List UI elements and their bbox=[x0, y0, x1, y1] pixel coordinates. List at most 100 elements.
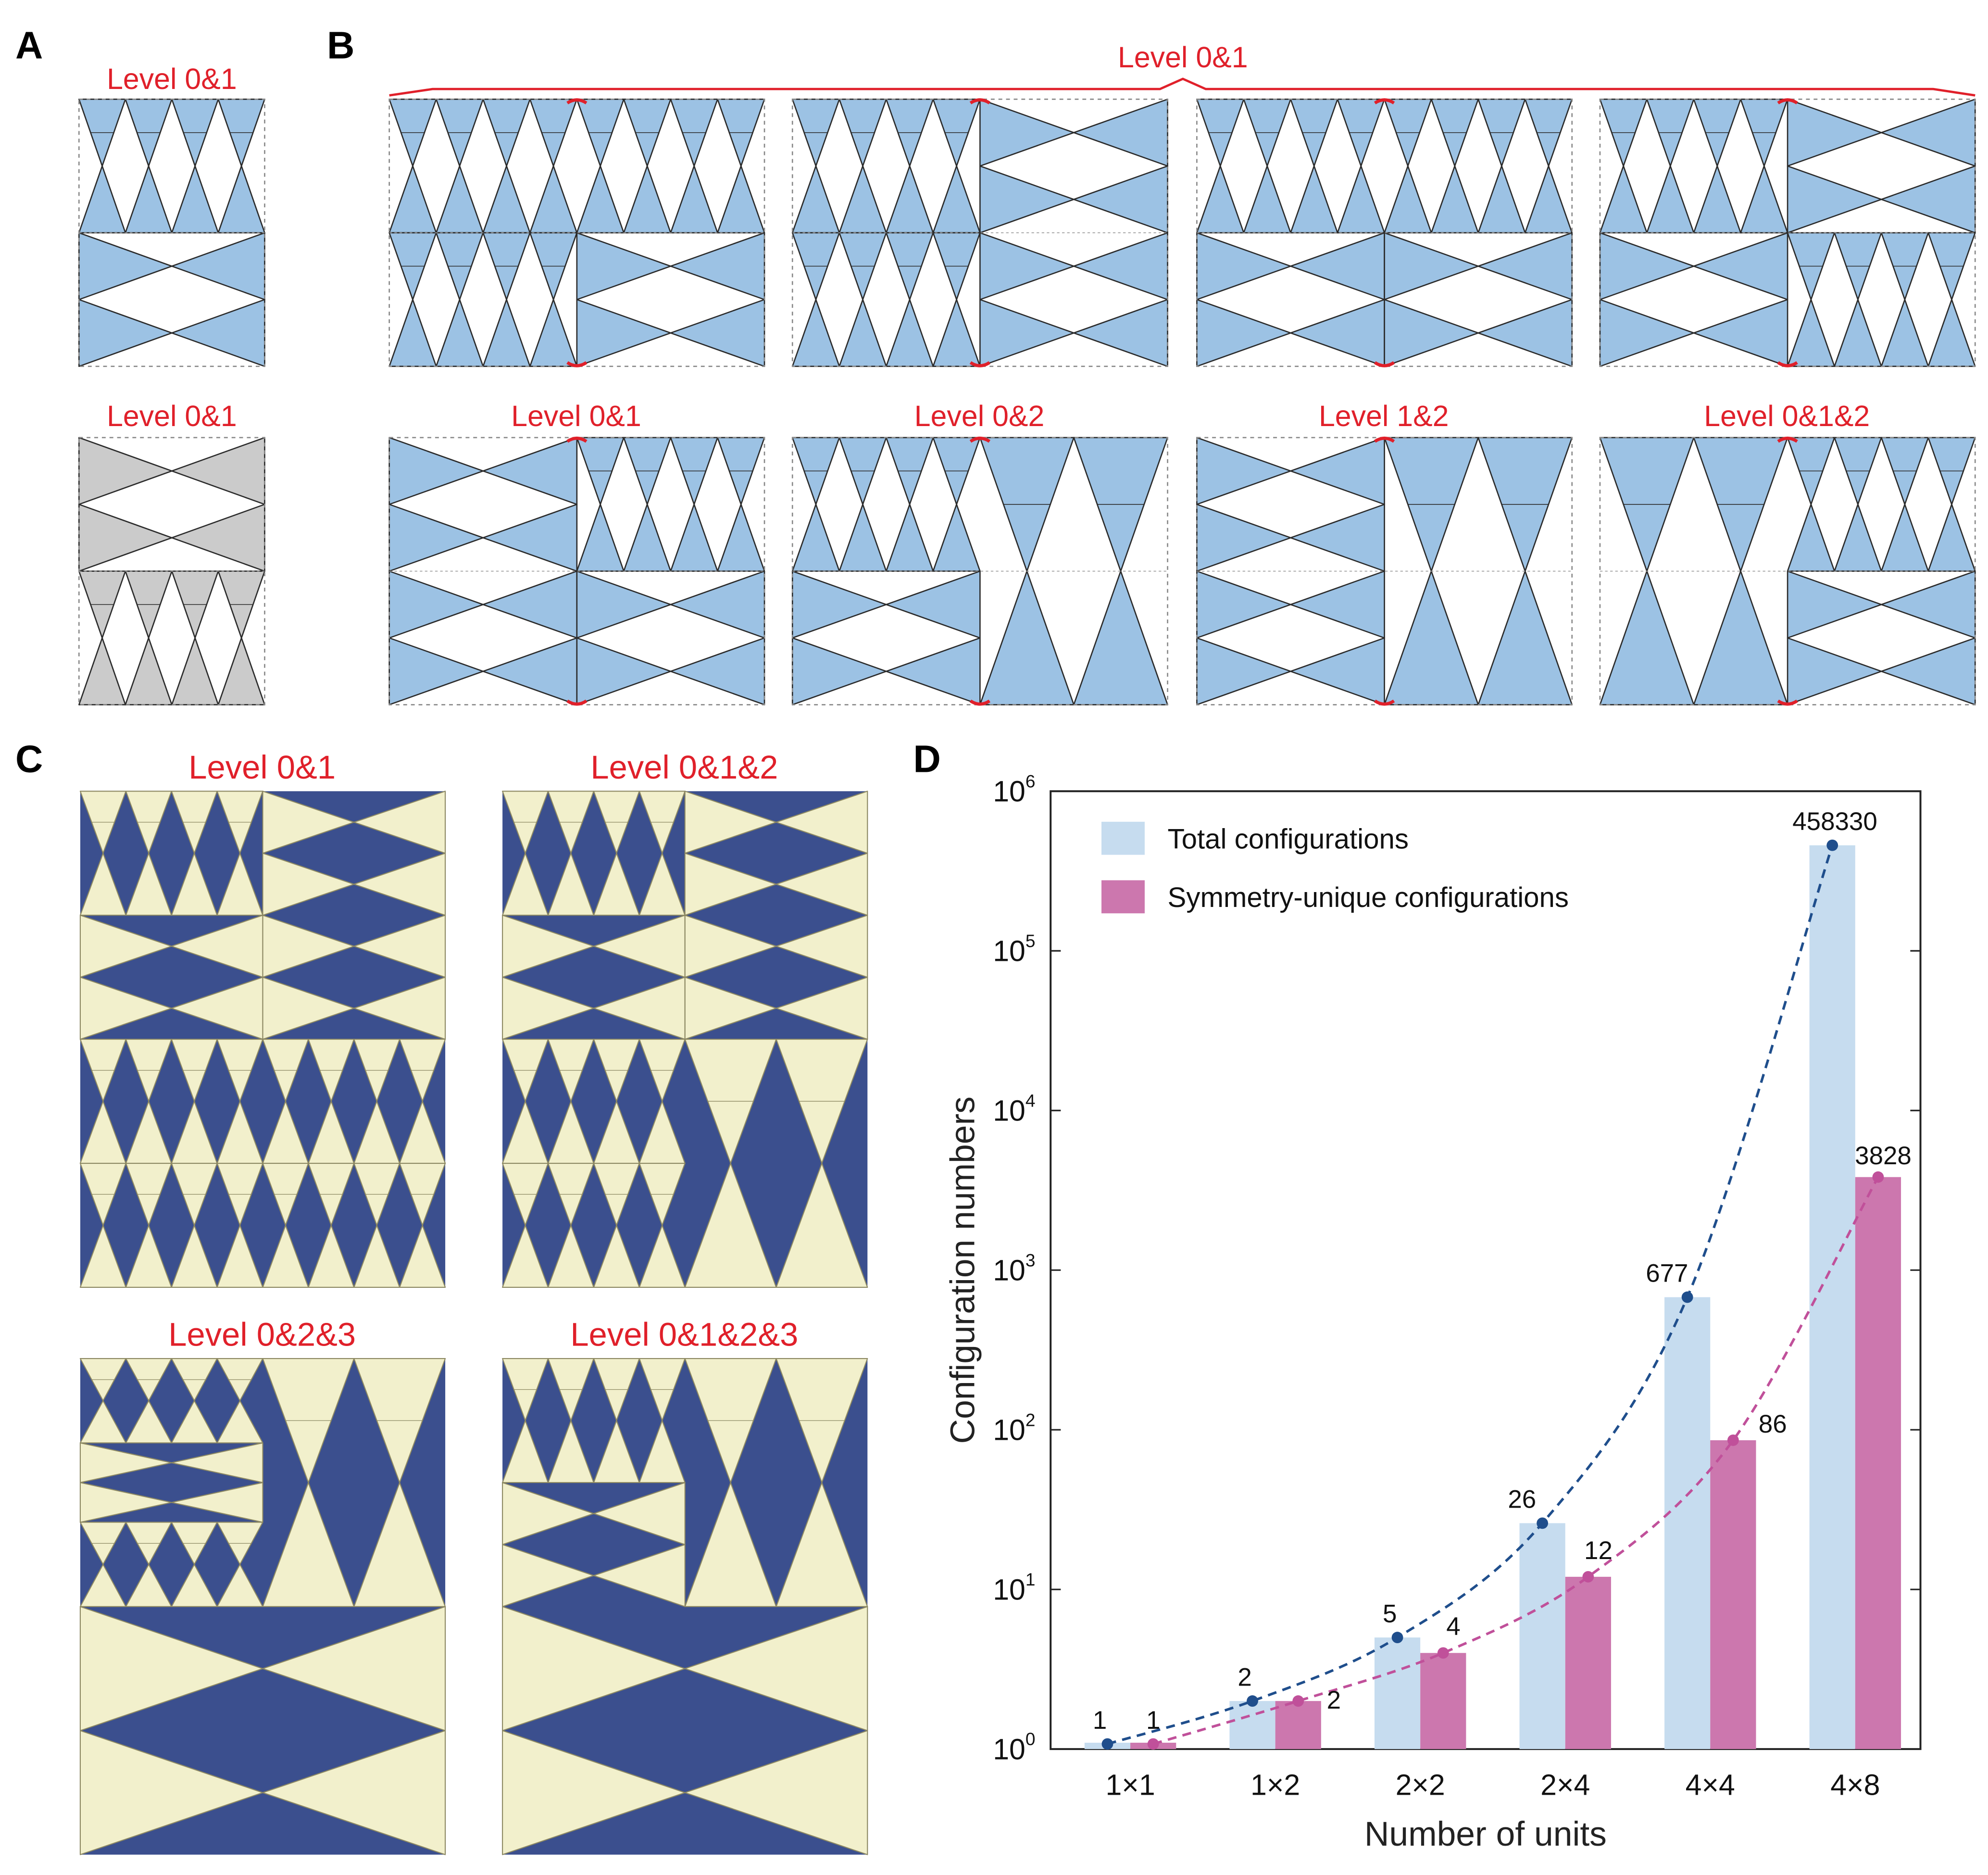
triangle-facet bbox=[1787, 570, 1882, 639]
y-tick-exponent: 0 bbox=[1025, 1729, 1036, 1749]
triangle-facet bbox=[171, 232, 265, 301]
panel-c-title-2: Level 0&1&2 bbox=[590, 749, 778, 786]
triangle-facet bbox=[1255, 132, 1279, 166]
triangle-facet bbox=[91, 1543, 115, 1565]
triangle-facet bbox=[1834, 503, 1882, 572]
panel-b-title-4: Level 0&1&2 bbox=[1704, 400, 1870, 432]
triangle-facet bbox=[885, 637, 981, 705]
triangle-facet bbox=[353, 915, 446, 978]
triangle-facet bbox=[182, 1194, 206, 1226]
triangle-facet bbox=[1073, 299, 1168, 367]
triangle-facet bbox=[1384, 570, 1479, 705]
triangle-facet bbox=[79, 1442, 172, 1484]
triangle-facet bbox=[1623, 504, 1671, 572]
panel-label-c: C bbox=[15, 738, 43, 780]
triangle-facet bbox=[171, 1400, 218, 1444]
triangle-facet bbox=[125, 1224, 172, 1288]
red-hinge-mark bbox=[969, 436, 991, 443]
triangle-facet bbox=[435, 299, 484, 367]
red-hinge-mark bbox=[566, 699, 588, 706]
triangle-facet bbox=[319, 1194, 343, 1226]
triangle-facet bbox=[388, 637, 484, 705]
triangle-facet bbox=[78, 165, 126, 234]
bar-total-4 bbox=[1664, 1297, 1711, 1749]
triangle-facet bbox=[670, 503, 718, 572]
triangle-facet bbox=[623, 165, 672, 234]
triangle-facet bbox=[228, 822, 252, 854]
triangle-facet bbox=[559, 1389, 583, 1421]
triangle-facet bbox=[979, 165, 1075, 234]
triangle-facet bbox=[1536, 132, 1561, 166]
triangle-facet bbox=[547, 1224, 594, 1288]
red-hinge-mark bbox=[566, 98, 588, 105]
triangle-facet bbox=[365, 1070, 389, 1102]
legend-label: Total configurations bbox=[1168, 823, 1409, 855]
triangle-facet bbox=[547, 853, 594, 916]
triangle-facet bbox=[1073, 165, 1168, 234]
triangle-facet bbox=[1880, 99, 1976, 167]
triangle-facet bbox=[216, 1564, 263, 1607]
panel-b-bottom-1 bbox=[388, 436, 765, 706]
triangle-facet bbox=[502, 1544, 594, 1607]
triangle-facet bbox=[1880, 503, 1929, 572]
triangle-facet bbox=[125, 1564, 172, 1607]
triangle-facet bbox=[183, 604, 207, 639]
x-tick-label: 2×4 bbox=[1540, 1768, 1590, 1801]
data-label-unique: 3828 bbox=[1855, 1142, 1912, 1170]
triangle-facet bbox=[775, 853, 868, 916]
triangle-facet bbox=[932, 503, 981, 572]
triangle-facet bbox=[1302, 132, 1326, 166]
triangle-facet bbox=[1243, 165, 1291, 234]
y-tick-label: 103 bbox=[993, 1250, 1035, 1286]
triangle-facet bbox=[1073, 99, 1168, 167]
triangle-facet bbox=[353, 1224, 400, 1288]
bar-unique-1 bbox=[1275, 1701, 1321, 1749]
triangle-facet bbox=[1003, 504, 1051, 572]
triangle-facet bbox=[91, 1379, 115, 1401]
triangle-facet bbox=[182, 1070, 206, 1102]
bar-total-1 bbox=[1229, 1701, 1275, 1749]
triangle-facet bbox=[482, 299, 531, 367]
triangle-facet bbox=[791, 570, 887, 639]
triangle-facet bbox=[1799, 265, 1824, 300]
panel-a-title-bottom: Level 0&1 bbox=[107, 400, 237, 432]
triangle-facet bbox=[932, 299, 981, 367]
triangle-facet bbox=[707, 1101, 754, 1164]
data-point bbox=[1681, 1291, 1693, 1303]
triangle-facet bbox=[593, 1544, 686, 1607]
panel-label-b: B bbox=[327, 24, 354, 67]
triangle-facet bbox=[502, 1224, 549, 1288]
triangle-facet bbox=[1097, 504, 1145, 572]
triangle-facet bbox=[682, 470, 706, 505]
triangle-facet bbox=[79, 1224, 126, 1288]
triangle-facet bbox=[1939, 470, 1964, 505]
triangle-facet bbox=[137, 1543, 161, 1565]
legend-swatch bbox=[1101, 821, 1145, 855]
triangle-facet bbox=[1384, 232, 1479, 301]
triangle-facet bbox=[262, 791, 355, 854]
red-hinge-mark bbox=[1374, 699, 1395, 706]
triangle-facet bbox=[944, 132, 969, 166]
triangle-facet bbox=[228, 1543, 252, 1565]
triangle-facet bbox=[1073, 232, 1168, 301]
origami-diagrams bbox=[78, 98, 1976, 1855]
triangle-facet bbox=[1384, 165, 1432, 234]
triangle-facet bbox=[262, 1224, 309, 1288]
triangle-facet bbox=[79, 1564, 126, 1607]
triangle-facet bbox=[319, 1070, 343, 1102]
data-point bbox=[1247, 1695, 1258, 1707]
triangle-facet bbox=[216, 853, 263, 916]
triangle-facet bbox=[482, 437, 578, 505]
triangle-facet bbox=[447, 132, 472, 166]
x-axis-title: Number of units bbox=[1364, 1815, 1607, 1853]
triangle-facet bbox=[1646, 165, 1695, 234]
triangle-facet bbox=[1290, 299, 1385, 367]
red-hinge-mark bbox=[566, 361, 588, 367]
triangle-facet bbox=[513, 822, 537, 854]
triangle-facet bbox=[1611, 132, 1636, 166]
triangle-facet bbox=[803, 132, 828, 166]
legend-label: Symmetry-unique configurations bbox=[1168, 882, 1569, 913]
panel-b-title-2: Level 0&2 bbox=[914, 400, 1045, 432]
triangle-facet bbox=[1880, 299, 1929, 367]
triangle-facet bbox=[650, 1194, 674, 1226]
